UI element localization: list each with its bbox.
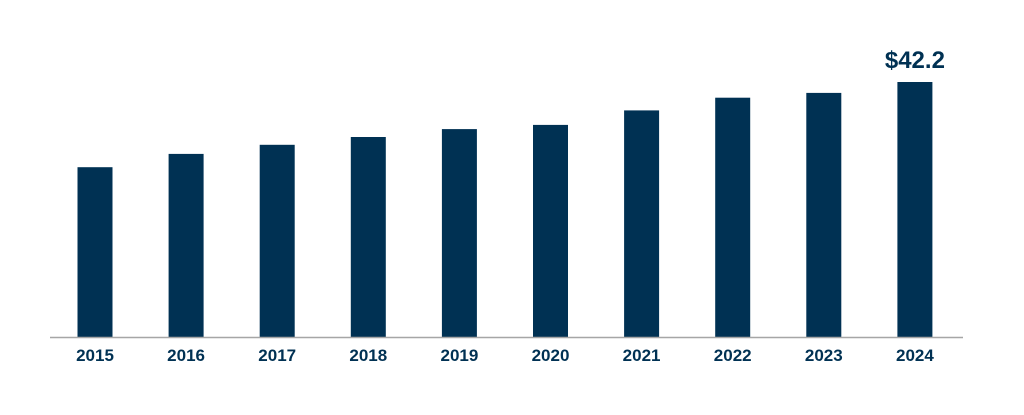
bar-2020 bbox=[533, 124, 568, 338]
x-tick-label-2023: 2023 bbox=[805, 346, 843, 365]
bar-2018 bbox=[350, 137, 386, 337]
bar-2024 bbox=[897, 82, 933, 337]
x-tick-label-2018: 2018 bbox=[349, 346, 387, 365]
x-tick-label-2015: 2015 bbox=[76, 346, 114, 365]
x-tick-label-2020: 2020 bbox=[532, 346, 570, 365]
x-tick-labels: 2015 2016 2017 2018 2019 2020 2021 2022 2023 2024 bbox=[76, 346, 934, 365]
bar-2016 bbox=[168, 153, 204, 337]
x-tick-label-2024: 2024 bbox=[896, 346, 934, 365]
bar-2015 bbox=[77, 167, 113, 337]
bar-2017 bbox=[259, 144, 295, 337]
bar-2022 bbox=[715, 97, 751, 337]
x-tick-label-2016: 2016 bbox=[167, 346, 205, 365]
x-tick-label-2022: 2022 bbox=[714, 346, 752, 365]
bar-2019 bbox=[441, 129, 477, 337]
data-labels: $42.2 bbox=[885, 47, 945, 74]
data-label-2024: $42.2 bbox=[885, 47, 945, 74]
bar-2021 bbox=[624, 110, 660, 338]
bar-2023 bbox=[806, 92, 842, 338]
bars-group bbox=[77, 82, 933, 338]
x-tick-label-2019: 2019 bbox=[440, 346, 478, 365]
x-tick-label-2021: 2021 bbox=[623, 346, 661, 365]
x-tick-label-2017: 2017 bbox=[258, 346, 296, 365]
